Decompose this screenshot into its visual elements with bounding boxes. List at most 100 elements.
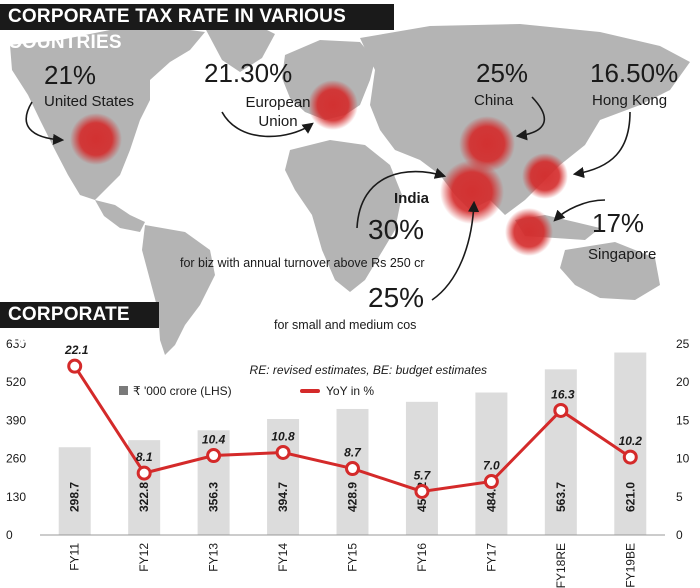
- arrow-india-large: [356, 168, 447, 229]
- bubble-india: [440, 160, 504, 224]
- arrow-china: [515, 96, 546, 141]
- x-tick-FY11: FY11: [68, 543, 82, 571]
- legend-bar-swatch: [119, 386, 128, 395]
- tax-bubbles: [70, 80, 568, 256]
- bar-FY11: [58, 447, 91, 535]
- point-label-FY14: 10.8: [271, 429, 295, 443]
- yoy-points: [67, 358, 638, 499]
- point-label-FY16: 5.7: [414, 468, 432, 482]
- point-label-FY17: 7.0: [483, 459, 500, 473]
- arrow-hong-kong: [572, 111, 631, 179]
- land-north-america: [10, 26, 205, 200]
- land-asia: [360, 24, 690, 215]
- x-axis: FY11 FY12 FY13 FY14 FY15 FY16 FY17 FY18RE FY19BE: [40, 534, 665, 588]
- arrow-singapore: [553, 199, 606, 222]
- bar-series: [58, 352, 647, 535]
- desc-india-small: for small and medium cos: [274, 318, 417, 332]
- right-tick-25: 25: [676, 337, 690, 351]
- bubble-european-union: [308, 80, 358, 130]
- bar-FY13: [197, 430, 230, 535]
- rate-india-small: 25%: [368, 282, 425, 313]
- rate-united-states: 21%: [44, 60, 97, 90]
- legend-line-label: YoY in %: [326, 384, 374, 398]
- chart-note: RE: revised estimates, BE: budget estima…: [250, 363, 487, 377]
- point-FY17: [483, 474, 499, 490]
- rate-singapore: 17%: [592, 208, 645, 238]
- x-tick-FY17: FY17: [484, 543, 498, 572]
- bar-FY18RE: [544, 369, 577, 535]
- x-tick-FY19BE: FY19BE: [623, 543, 637, 588]
- left-tick-260: 260: [6, 452, 26, 466]
- point-FY14: [275, 444, 291, 460]
- pointer-arrows: [25, 96, 631, 301]
- bar-label-FY14: 394.7: [276, 482, 290, 512]
- left-tick-520: 520: [6, 375, 26, 389]
- x-tick-FY16: FY16: [415, 543, 429, 572]
- bar-FY17: [475, 392, 508, 535]
- point-FY19BE: [622, 449, 638, 465]
- rate-european-union: 21.30%: [204, 58, 293, 88]
- point-FY15: [345, 461, 360, 477]
- left-axis: 0 130 260 390 520 650: [6, 337, 26, 542]
- right-tick-10: 10: [676, 452, 690, 466]
- bubble-hong-kong: [522, 153, 568, 199]
- bar-label-FY13: 356.3: [207, 482, 221, 512]
- bar-label-FY18RE: 563.7: [554, 482, 568, 512]
- bar-FY19BE: [614, 352, 647, 535]
- point-FY13: [206, 448, 222, 464]
- rate-india-large: 30%: [368, 214, 425, 245]
- bubble-china: [459, 116, 515, 172]
- legend-bar-label: ₹ '000 crore (LHS): [133, 384, 232, 398]
- point-label-FY18RE: 16.3: [551, 387, 575, 401]
- point-label-FY12: 8.1: [136, 450, 153, 464]
- name-india: India: [394, 190, 430, 207]
- bubble-singapore: [505, 208, 553, 256]
- world-map: [10, 24, 690, 355]
- point-label-FY15: 8.7: [344, 446, 362, 460]
- bar-label-FY11: 298.7: [68, 482, 82, 512]
- name-hong-kong: Hong Kong: [592, 92, 668, 109]
- point-label-FY11: 22.1: [64, 343, 89, 357]
- bar-label-FY19BE: 621.0: [623, 482, 637, 512]
- yoy-value-labels: 22.1 8.1 10.4 10.8 8.7 5.7 7.0 16.3 10.2: [64, 343, 642, 482]
- bar-FY16: [405, 401, 438, 535]
- bar-FY14: [267, 419, 300, 535]
- point-FY16: [414, 483, 430, 499]
- name-united-states: United States: [44, 93, 135, 110]
- right-tick-15: 15: [676, 413, 690, 427]
- chart-legend: ₹ '000 crore (LHS) YoY in %: [119, 384, 374, 398]
- right-axis: 0 5 10 15 20 25: [676, 337, 690, 542]
- bubble-united-states: [70, 113, 122, 165]
- right-tick-5: 5: [676, 490, 683, 504]
- arrow-european-union: [221, 111, 314, 138]
- name-european-union: European Union: [245, 94, 311, 130]
- right-tick-0: 0: [676, 528, 683, 542]
- left-tick-0: 0: [6, 528, 13, 542]
- arrow-united-states: [25, 101, 65, 146]
- name-china: China: [474, 92, 514, 109]
- arrow-india-small: [431, 200, 480, 301]
- point-FY11: [67, 358, 83, 374]
- point-FY18RE: [553, 402, 569, 418]
- left-tick-390: 390: [6, 413, 26, 427]
- bar-label-FY15: 428.9: [346, 482, 360, 512]
- x-tick-FY14: FY14: [276, 543, 290, 572]
- x-tick-FY12: FY12: [137, 543, 151, 572]
- point-FY12: [136, 465, 152, 481]
- left-tick-650: 650: [6, 337, 26, 351]
- rate-china: 25%: [476, 58, 529, 88]
- rate-hong-kong: 16.50%: [590, 58, 679, 88]
- chart-title: CORPORATE TAX: [0, 302, 159, 351]
- bar-value-labels: 298.7322.8356.3394.7428.9453.2484.9563.7…: [68, 482, 638, 512]
- corporate-tax-chart: 298.7322.8356.3394.7428.9453.2484.9563.7…: [6, 337, 690, 588]
- land-africa: [285, 140, 402, 292]
- land-australia: [560, 242, 660, 300]
- x-tick-FY13: FY13: [207, 543, 221, 572]
- left-tick-130: 130: [6, 490, 26, 504]
- bar-label-FY12: 322.8: [137, 482, 151, 512]
- point-label-FY19BE: 10.2: [619, 434, 643, 448]
- name-singapore: Singapore: [588, 246, 657, 263]
- x-tick-FY18RE: FY18RE: [554, 543, 568, 588]
- land-greenland: [205, 24, 275, 72]
- bar-label-FY17: 484.9: [484, 482, 498, 512]
